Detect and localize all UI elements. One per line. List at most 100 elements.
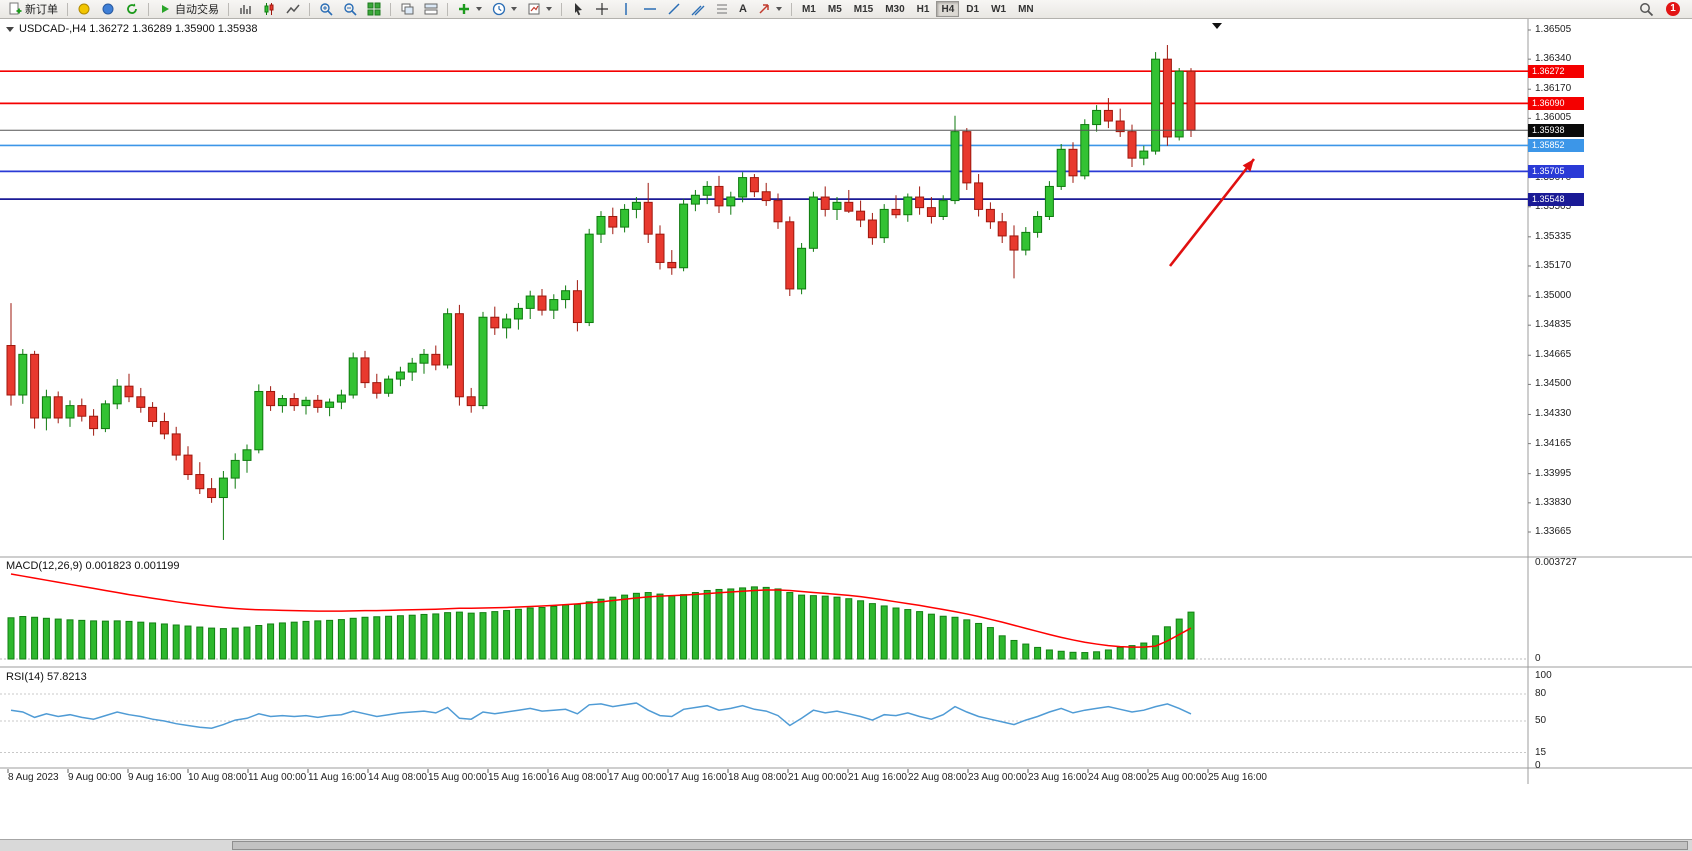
chevron-down-icon: [476, 7, 482, 11]
metaeditor-icon: [77, 2, 91, 16]
macd-histogram-bar: [1163, 626, 1171, 660]
timeframe-m30-button[interactable]: M30: [880, 1, 909, 17]
bar-chart-button[interactable]: [234, 1, 256, 18]
trendline-tool-button[interactable]: [663, 1, 685, 18]
toolbar-separator: [561, 2, 562, 16]
candle-body: [537, 295, 547, 311]
candle-body: [18, 353, 28, 396]
template-icon: [527, 2, 541, 16]
periods-button[interactable]: [488, 1, 521, 18]
macd-histogram-bar: [939, 615, 947, 660]
chart-area[interactable]: 1.36505 1.36340 1.36170 1.36005 1.35840 1.356…: [0, 19, 1692, 839]
chart-header: USDCAD-,H4 1.36272 1.36289 1.35900 1.359…: [6, 23, 258, 35]
toolbar-separator: [309, 2, 310, 16]
scroll-to-end-marker[interactable]: [1212, 23, 1222, 29]
candle-body: [1162, 58, 1172, 138]
chart-canvas[interactable]: [0, 19, 1692, 839]
templates-button[interactable]: [523, 1, 556, 18]
data-window-button[interactable]: [97, 1, 119, 18]
timeframe-h1-button[interactable]: H1: [912, 1, 935, 17]
channel-tool-button[interactable]: [687, 1, 709, 18]
candlestick-chart-icon: [262, 2, 276, 16]
candle-body: [1033, 215, 1043, 233]
macd-histogram-bar: [868, 603, 876, 660]
arrows-tool-button[interactable]: [753, 1, 786, 18]
macd-signal-line: [10, 573, 1192, 648]
crosshair-tool-button[interactable]: [591, 1, 613, 18]
vertical-line-tool-button[interactable]: [615, 1, 637, 18]
tile-horizontal-button[interactable]: [420, 1, 442, 18]
zoom-in-icon: [319, 2, 333, 16]
candlestick-chart-button[interactable]: [258, 1, 280, 18]
macd-histogram-bar: [196, 626, 204, 660]
horizontal-line-tool-button[interactable]: [639, 1, 661, 18]
cascade-windows-button[interactable]: [396, 1, 418, 18]
candle-body: [183, 454, 193, 476]
candle-body: [915, 196, 925, 209]
macd-histogram-bar: [538, 606, 546, 660]
text-tool-button[interactable]: A: [735, 1, 751, 18]
tile-horizontal-icon: [424, 2, 438, 16]
candle-body: [997, 221, 1007, 237]
macd-histogram-bar: [514, 608, 522, 660]
metaeditor-button[interactable]: [73, 1, 95, 18]
macd-histogram-bar: [172, 624, 180, 660]
macd-histogram-bar: [54, 618, 62, 660]
macd-histogram-bar: [550, 605, 558, 660]
candle-body: [1080, 124, 1090, 177]
indicators-button[interactable]: [453, 1, 486, 18]
candle-body: [230, 459, 240, 479]
auto-trading-button[interactable]: 自动交易: [154, 1, 223, 18]
zoom-out-button[interactable]: [339, 1, 361, 18]
timeframe-d1-button[interactable]: D1: [961, 1, 984, 17]
candle-body: [1186, 70, 1196, 131]
macd-histogram-bar: [137, 621, 145, 660]
tile-windows-button[interactable]: [363, 1, 385, 18]
zoom-in-button[interactable]: [315, 1, 337, 18]
notification-badge[interactable]: 1: [1666, 2, 1680, 16]
macd-histogram-bar: [809, 595, 817, 660]
candle-body: [938, 200, 948, 217]
macd-histogram-bar: [821, 595, 829, 660]
one-click-trading-toggle-icon[interactable]: [6, 26, 14, 32]
refresh-button[interactable]: [121, 1, 143, 18]
candle-body: [30, 353, 40, 419]
timeframe-m1-button[interactable]: M1: [797, 1, 821, 17]
candle-body: [336, 394, 346, 403]
trend-arrow[interactable]: [1168, 158, 1256, 267]
timeframe-m15-button[interactable]: M15: [849, 1, 878, 17]
candle-body: [844, 201, 854, 212]
candle-body: [749, 177, 759, 193]
macd-histogram-bar: [668, 595, 676, 660]
macd-histogram-bar: [1140, 642, 1148, 660]
search-button[interactable]: [1635, 1, 1658, 18]
candle-body: [384, 378, 394, 394]
macd-histogram-bar: [1010, 639, 1018, 660]
macd-histogram-bar: [1116, 646, 1124, 660]
macd-histogram-bar: [373, 616, 381, 660]
cursor-tool-button[interactable]: [567, 1, 589, 18]
timeframe-w1-button[interactable]: W1: [986, 1, 1011, 17]
timeframe-m5-button[interactable]: M5: [823, 1, 847, 17]
macd-histogram-bar: [597, 598, 605, 660]
candle-body: [631, 201, 641, 210]
new-order-button[interactable]: 新订单: [4, 1, 62, 18]
line-chart-button[interactable]: [282, 1, 304, 18]
macd-histogram-bar: [101, 620, 109, 660]
macd-histogram-bar: [573, 603, 581, 660]
scrollbar-thumb[interactable]: [232, 841, 1688, 850]
candle-body: [89, 415, 99, 430]
candle-body: [1139, 150, 1149, 159]
candle-body: [77, 405, 87, 417]
macd-histogram-bar: [42, 617, 50, 660]
macd-histogram-bar: [774, 588, 782, 660]
zoom-out-icon: [343, 2, 357, 16]
timeframe-mn-button[interactable]: MN: [1013, 1, 1039, 17]
candle-body: [124, 385, 134, 398]
horizontal-scrollbar[interactable]: [0, 839, 1692, 851]
fibonacci-tool-button[interactable]: [711, 1, 733, 18]
macd-histogram-bar: [125, 620, 133, 660]
candle-body: [325, 401, 335, 408]
timeframe-h4-button[interactable]: H4: [936, 1, 960, 17]
candle-body: [785, 221, 795, 290]
